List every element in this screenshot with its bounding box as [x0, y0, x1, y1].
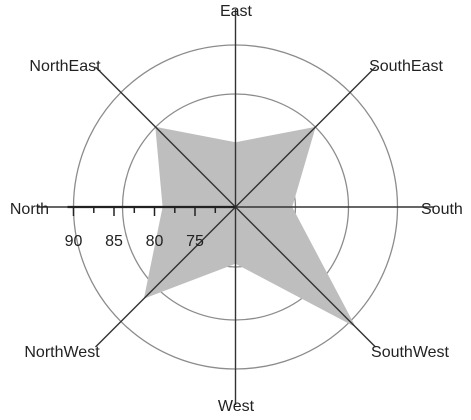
series-layer [143, 126, 356, 328]
category-labels: East SouthEast South SouthWest West NorthWest… [10, 3, 463, 415]
category-label-north: North [10, 201, 49, 218]
spoke-southwest [235, 206, 376, 348]
category-label-south: South [421, 201, 463, 218]
category-label-west: West [218, 398, 255, 415]
spoke-northwest [95, 206, 236, 348]
radial-axis: 90 85 80 75 [65, 205, 236, 250]
tick-label-80: 80 [146, 233, 164, 250]
spoke-southeast [235, 66, 376, 208]
category-label-east: East [220, 3, 253, 20]
tick-label-85: 85 [105, 233, 123, 250]
tick-label-90: 90 [65, 233, 83, 250]
category-label-southeast: SouthEast [369, 58, 443, 75]
tick-label-75: 75 [186, 233, 204, 250]
category-label-northeast: NorthEast [29, 58, 101, 75]
series-area-1 [143, 126, 356, 328]
spoke-northeast [95, 66, 236, 208]
category-label-northwest: NorthWest [24, 344, 100, 361]
category-label-southwest: SouthWest [371, 344, 450, 361]
